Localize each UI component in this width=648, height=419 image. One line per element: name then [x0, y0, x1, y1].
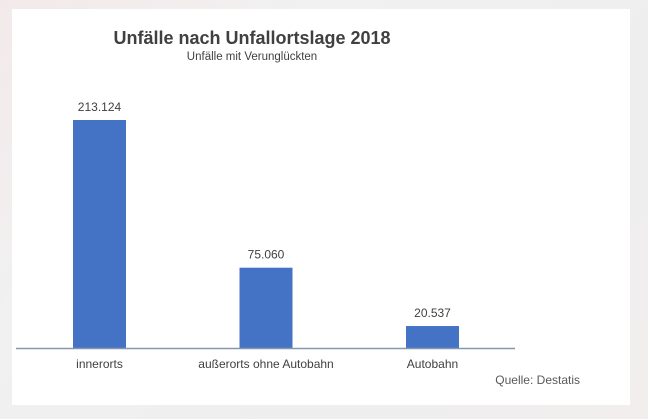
chart-title: Unfälle nach Unfallortslage 2018	[113, 28, 390, 48]
data-label-0: 213.124	[78, 100, 122, 114]
bar-0	[73, 120, 126, 348]
data-label-2: 20.537	[414, 306, 451, 320]
bar-2	[406, 326, 459, 348]
x-tick-label-1: außerorts ohne Autobahn	[198, 357, 333, 371]
source-note: Quelle: Destatis	[495, 373, 580, 387]
x-tick-label-2: Autobahn	[407, 357, 458, 371]
x-tick-label-0: innerorts	[76, 357, 123, 371]
data-label-1: 75.060	[248, 248, 285, 262]
chart-subtitle: Unfälle mit Verunglückten	[187, 51, 317, 63]
bar-1	[239, 267, 293, 348]
